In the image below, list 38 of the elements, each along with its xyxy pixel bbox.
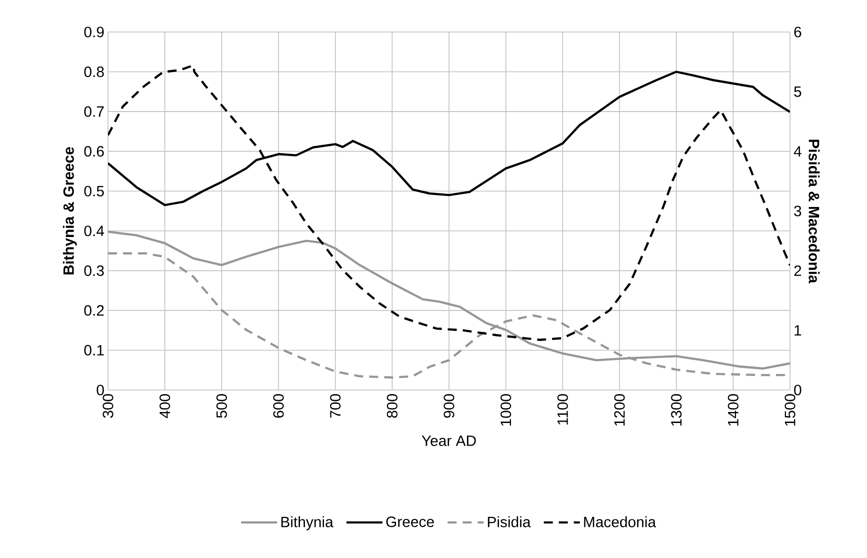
x-tick-label: 900 [444, 394, 454, 418]
x-tick-label: 700 [330, 394, 341, 418]
y-axis-title: Bithynia & Greece [62, 147, 77, 274]
y-tick-label: 0.5 [84, 186, 104, 196]
y-tick-label: 0.3 [84, 265, 104, 276]
x-tick-label: 300 [102, 394, 114, 418]
legend-label: Pisidia [488, 516, 531, 528]
y-tick-label: 0.4 [84, 226, 104, 236]
x-axis-title: Year AD [422, 436, 476, 446]
y-tick-label: 0 [96, 384, 104, 396]
x-tick-label: 500 [216, 394, 227, 418]
y2-tick-label: 2 [794, 265, 802, 276]
x-tick-label: 1300 [671, 394, 682, 426]
y2-tick-label: 4 [794, 146, 802, 156]
legend-label: Macedonia [584, 516, 656, 528]
x-tick-label: 1000 [500, 394, 512, 426]
x-tick-label: 1400 [728, 394, 738, 426]
y2-tick-label: 1 [794, 325, 802, 336]
line-series [108, 64, 790, 341]
y2-tick-label: 3 [794, 206, 802, 216]
x-tick-label: 600 [273, 394, 284, 418]
y2-axis-title: Pisidia & Macedonia [808, 140, 820, 284]
y2-tick-label: 6 [794, 26, 802, 38]
y-tick-label: 0.6 [84, 146, 104, 157]
y2-tick-label: 0 [794, 384, 802, 396]
y-tick-label: 0.1 [84, 344, 104, 356]
y-tick-label: 0.7 [84, 106, 104, 117]
x-tick-label: 800 [386, 394, 398, 418]
x-tick-label: 1200 [614, 394, 625, 426]
x-tick-label: 1100 [557, 394, 568, 425]
x-tick-label: 1500 [784, 394, 796, 426]
y2-tick-label: 5 [794, 86, 802, 97]
y-tick-label: 0.2 [84, 305, 104, 316]
legend-label: Greece [386, 516, 434, 528]
x-tick-label: 400 [160, 394, 170, 418]
y-tick-label: 0.8 [84, 66, 104, 78]
y-tick-label: 0.9 [84, 26, 104, 38]
legend-label: Bithynia [281, 516, 334, 530]
